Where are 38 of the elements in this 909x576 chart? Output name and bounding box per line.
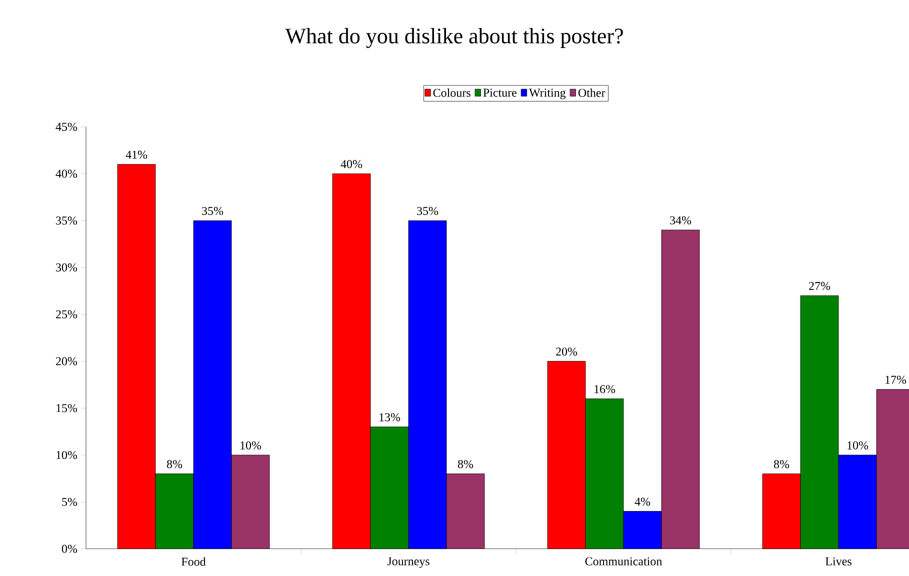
x-tick-label: Food bbox=[182, 557, 206, 566]
y-tick-label: 35% bbox=[56, 216, 78, 225]
data-label: 10% bbox=[848, 441, 868, 450]
data-label: 34% bbox=[670, 216, 692, 224]
data-label: 13% bbox=[380, 413, 400, 422]
data-label: 10% bbox=[240, 441, 262, 450]
data-label: 4% bbox=[634, 498, 650, 506]
bar bbox=[662, 230, 700, 549]
x-tick-label: Journeys bbox=[387, 557, 430, 568]
legend-label: Picture bbox=[483, 88, 517, 97]
data-label: 40% bbox=[340, 160, 362, 168]
data-label: 8% bbox=[458, 460, 474, 468]
legend-label: Colours bbox=[433, 88, 470, 97]
data-label: 35% bbox=[202, 206, 224, 216]
data-label: 8% bbox=[166, 460, 182, 468]
data-label: 41% bbox=[126, 150, 148, 159]
y-tick-label: 40% bbox=[56, 170, 78, 178]
data-label: 17% bbox=[886, 376, 906, 384]
data-label: 8% bbox=[774, 460, 790, 468]
y-tick-label: 25% bbox=[56, 310, 78, 318]
y-tick-label: 20% bbox=[56, 357, 78, 366]
legend-label: Other bbox=[578, 88, 606, 97]
data-label: 20% bbox=[556, 348, 578, 356]
y-tick-label: 10% bbox=[56, 450, 78, 460]
y-tick-label: 5% bbox=[62, 498, 78, 506]
data-label: 27% bbox=[809, 282, 830, 290]
chart-title: What do you dislike about this poster? bbox=[285, 28, 623, 48]
y-tick-label: 45% bbox=[56, 122, 78, 131]
x-tick-label: Communication bbox=[585, 557, 662, 566]
bar bbox=[446, 474, 485, 549]
data-label: 16% bbox=[594, 385, 616, 394]
y-tick-label: 15% bbox=[56, 404, 78, 412]
data-label: 35% bbox=[417, 206, 438, 216]
bar bbox=[232, 455, 270, 549]
y-tick-label: 30% bbox=[56, 263, 78, 272]
y-tick-label: 0% bbox=[62, 544, 78, 553]
x-tick-label: Lives bbox=[826, 557, 852, 566]
legend-label: Writing bbox=[529, 88, 566, 100]
